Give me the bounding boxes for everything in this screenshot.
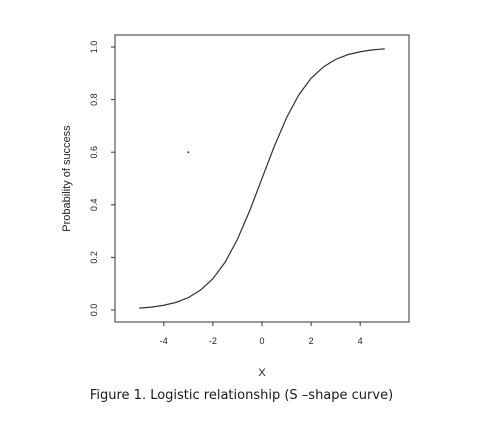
y-tick-label: 1.0 xyxy=(89,41,99,54)
x-tick-label: -4 xyxy=(160,336,168,346)
y-axis-title: Probability of success xyxy=(61,125,73,232)
x-tick-label: 2 xyxy=(309,336,314,346)
x-tick-label: 0 xyxy=(259,336,264,346)
logistic-chart: -4 -2 0 2 4 0.0 0.2 0.4 0.6 0.8 1.0 X Probability… xyxy=(0,0,483,380)
y-tick-label: 0.8 xyxy=(89,93,99,106)
x-axis-title: X xyxy=(258,367,266,379)
annotation-dot xyxy=(187,151,189,153)
y-axis: 0.0 0.2 0.4 0.6 0.8 1.0 xyxy=(89,41,115,317)
y-tick-label: 0.6 xyxy=(89,146,99,159)
series-layer xyxy=(139,49,384,308)
series-line xyxy=(139,49,384,308)
y-tick-label: 0.2 xyxy=(89,251,99,264)
x-tick-label: -2 xyxy=(209,336,217,346)
y-tick-label: 0.0 xyxy=(89,304,99,317)
x-axis: -4 -2 0 2 4 xyxy=(160,322,363,346)
annotation-layer xyxy=(187,151,189,153)
y-tick-label: 0.4 xyxy=(89,199,99,212)
figure-caption: Figure 1. Logistic relationship (S –shap… xyxy=(0,388,483,403)
x-tick-label: 4 xyxy=(358,336,363,346)
